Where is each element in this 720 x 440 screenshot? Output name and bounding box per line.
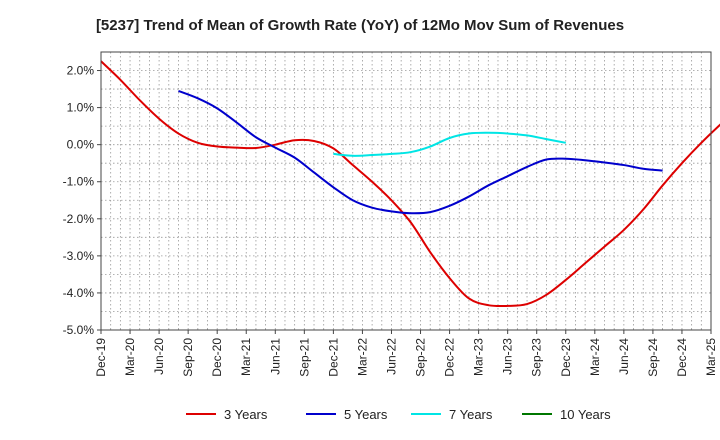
legend-label-3-years: 3 Years: [224, 407, 268, 422]
y-axis: 2.0% 1.0% 0.0% -1.0% -2.0% -3.0% -4.0% -5.0%: [63, 64, 101, 337]
y-tick-label: -5.0%: [63, 323, 95, 337]
x-tick-label: Dec-23: [559, 338, 573, 377]
x-tick-label: Sep-20: [181, 338, 195, 377]
legend-label-7-years: 7 Years: [449, 407, 493, 422]
x-tick-label: Jun-22: [384, 338, 398, 375]
x-tick-label: Dec-22: [443, 338, 457, 377]
y-tick-label: -3.0%: [63, 249, 95, 263]
x-tick-label: Jun-24: [617, 338, 631, 375]
y-tick-label: 0.0%: [67, 138, 95, 152]
y-tick-label: -2.0%: [63, 212, 95, 226]
x-tick-label: Jun-20: [152, 338, 166, 375]
x-tick-label: Sep-22: [414, 338, 428, 377]
x-tick-label: Mar-20: [123, 338, 137, 376]
y-tick-label: -4.0%: [63, 286, 95, 300]
x-axis: Dec-19 Mar-20 Jun-20 Sep-20 Dec-20 Mar-21 Jun-…: [94, 330, 718, 377]
legend: 3 Years 5 Years 7 Years 10 Years: [186, 407, 611, 422]
x-tick-label: Mar-25: [704, 338, 718, 376]
y-tick-label: -1.0%: [63, 175, 95, 189]
x-tick-label: Dec-24: [675, 338, 689, 377]
x-tick-label: Mar-24: [588, 338, 602, 376]
series-lines: [100, 60, 720, 308]
x-tick-label: Dec-21: [326, 338, 340, 377]
series-line-7-years: [333, 131, 566, 157]
x-tick-label: Dec-19: [94, 338, 108, 377]
x-tick-label: Jun-23: [501, 338, 515, 375]
x-tick-label: Mar-22: [355, 338, 369, 376]
plot-frame: [100, 51, 712, 331]
x-tick-label: Dec-20: [210, 338, 224, 377]
y-tick-label: 1.0%: [67, 101, 95, 115]
y-tick-label: 2.0%: [67, 64, 95, 78]
x-tick-label: Mar-21: [239, 338, 253, 376]
legend-label-10-years: 10 Years: [560, 407, 611, 422]
series-line-5-years: [178, 89, 663, 215]
chart-title: [5237] Trend of Mean of Growth Rate (YoY…: [96, 17, 624, 34]
x-tick-label: Mar-23: [472, 338, 486, 376]
x-tick-label: Sep-23: [530, 338, 544, 377]
x-tick-label: Sep-24: [646, 338, 660, 377]
series-line-3-years: [100, 60, 720, 308]
legend-label-5-years: 5 Years: [344, 407, 388, 422]
grid-lines: [100, 51, 712, 331]
x-tick-label: Jun-21: [268, 338, 282, 375]
x-tick-label: Sep-21: [297, 338, 311, 377]
